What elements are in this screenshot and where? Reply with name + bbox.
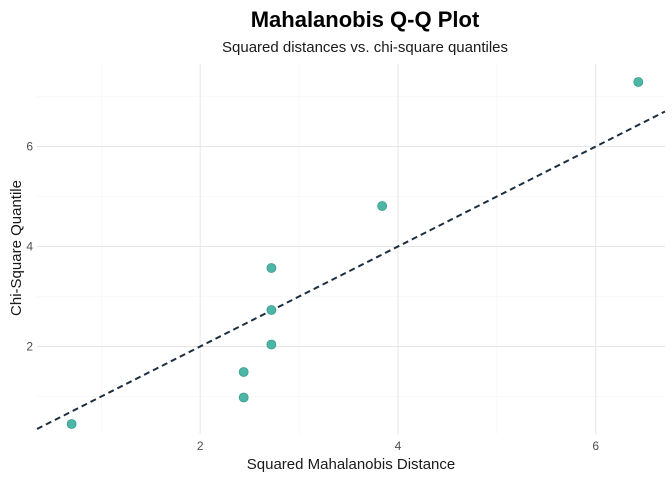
x-tick-label: 4 xyxy=(395,439,402,453)
x-tick-label: 6 xyxy=(592,439,599,453)
reference-line xyxy=(36,110,666,430)
y-tick-label: 4 xyxy=(26,240,33,254)
grid xyxy=(37,64,665,434)
y-axis-title: Chi-Square Quantile xyxy=(8,180,25,316)
x-tick-label: 2 xyxy=(197,439,204,453)
chart-title: Mahalanobis Q-Q Plot xyxy=(251,7,480,32)
data-point xyxy=(266,339,277,350)
reference-line-layer xyxy=(36,110,666,430)
data-point xyxy=(377,201,388,211)
data-point xyxy=(266,263,277,273)
y-tick-label: 2 xyxy=(26,340,33,354)
tick-labels: 2 4 6 2 4 6 xyxy=(26,140,599,454)
data-point xyxy=(238,367,249,377)
data-point xyxy=(633,77,644,87)
y-tick-label: 6 xyxy=(26,140,33,154)
data-point xyxy=(66,419,77,429)
chart-subtitle: Squared distances vs. chi-square quantil… xyxy=(222,39,508,56)
data-point xyxy=(238,392,249,403)
x-axis-title: Squared Mahalanobis Distance xyxy=(247,456,455,473)
data-point xyxy=(266,305,277,315)
points-layer xyxy=(66,77,644,429)
